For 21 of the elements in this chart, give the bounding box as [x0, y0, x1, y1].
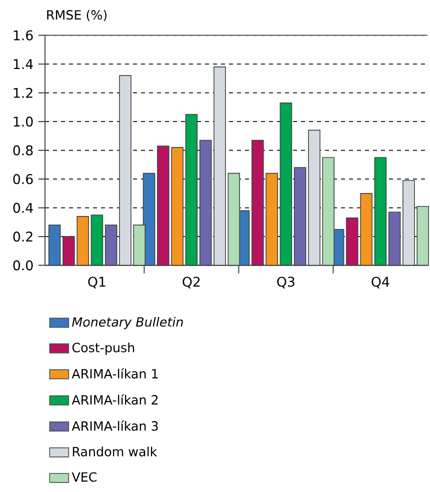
y-tick-label: 1.6 [14, 30, 33, 40]
x-tick-label: Q4 [372, 276, 390, 288]
y-tick-label: 1.0 [14, 116, 33, 127]
y-tick-label: 0.0 [13, 260, 33, 270]
y-tick-label: 1.4 [14, 59, 33, 69]
legend-label: ARIMA-líkan 2 [72, 394, 158, 405]
legend-label: Monetary Bulletin [72, 316, 183, 330]
y-tick-label: 1.2 [14, 88, 32, 98]
y-tick-label: 0.4 [13, 202, 33, 213]
y-tick-label: 0.8 [13, 145, 33, 156]
x-tick-label: Q1 [88, 276, 106, 288]
y-tick-label: 0.6 [13, 174, 33, 184]
y-axis-title: RMSE (%) [47, 10, 107, 22]
x-tick-label: Q2 [182, 276, 200, 288]
legend-label: Cost-push [72, 342, 134, 355]
legend-label: Random walk [72, 446, 158, 456]
y-tick-label: 0.2 [13, 232, 32, 242]
x-tick-label: Q3 [277, 276, 294, 288]
legend-label: ARIMA-líkan 3 [72, 420, 158, 431]
legend-label: ARIMA-líkan 1 [72, 368, 158, 379]
legend-label: VEC [72, 472, 97, 482]
